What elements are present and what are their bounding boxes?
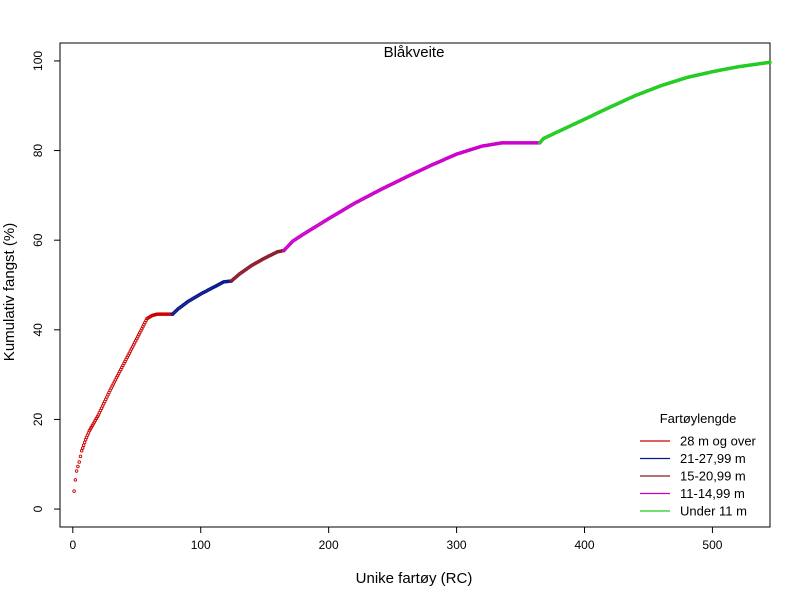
series-2 — [170, 279, 234, 316]
y-tick-label: 20 — [31, 412, 45, 426]
legend-label: 21-27,99 m — [680, 451, 746, 466]
data-point — [77, 460, 81, 464]
x-tick-label: 0 — [69, 538, 76, 552]
data-point — [82, 440, 87, 445]
legend-items: 28 m og over 21-27,99 m 15-20,99 m 11-14,99… — [640, 434, 757, 519]
series-3 — [229, 248, 286, 283]
chart-title: Blåkveite — [384, 44, 445, 61]
series-5 — [537, 60, 772, 145]
data-point — [81, 443, 86, 447]
x-tick-label: 500 — [702, 538, 722, 552]
legend-label: Under 11 m — [680, 504, 747, 519]
x-tick-label: 400 — [574, 538, 594, 552]
y-axis: 0 20 40 60 80 100 — [31, 51, 60, 512]
x-tick-label: 300 — [447, 538, 467, 552]
y-tick-label: 0 — [31, 505, 45, 512]
x-tick-label: 100 — [191, 538, 211, 552]
x-axis: 0 100 200 300 400 500 — [69, 527, 723, 552]
y-tick-label: 80 — [31, 144, 45, 158]
data-point — [72, 489, 76, 493]
data-point — [80, 446, 85, 450]
x-tick-label: 200 — [319, 538, 339, 552]
data-point — [78, 454, 83, 459]
series-4 — [282, 141, 542, 253]
y-tick-label: 40 — [31, 323, 45, 337]
series-layer — [72, 60, 772, 493]
legend-label: 15-20,99 m — [680, 469, 746, 484]
series-1 — [72, 312, 175, 493]
data-point — [79, 449, 84, 453]
data-point — [76, 464, 80, 469]
data-point — [73, 478, 78, 482]
plot-frame — [59, 42, 771, 528]
data-point — [768, 60, 772, 65]
data-point — [74, 469, 79, 473]
legend-label: 28 m og over — [680, 434, 757, 449]
y-tick-label: 100 — [31, 51, 45, 71]
legend-title: Fartøylengde — [660, 411, 737, 426]
y-axis-title: Kumulativ fangst (%) — [1, 223, 18, 361]
legend-label: 11-14,99 m — [680, 486, 745, 501]
legend: Fartøylengde 28 m og over 21-27,99 m 15-20… — [640, 411, 757, 519]
y-tick-label: 60 — [31, 233, 45, 247]
x-axis-title: Unike fartøy (RC) — [356, 570, 473, 587]
